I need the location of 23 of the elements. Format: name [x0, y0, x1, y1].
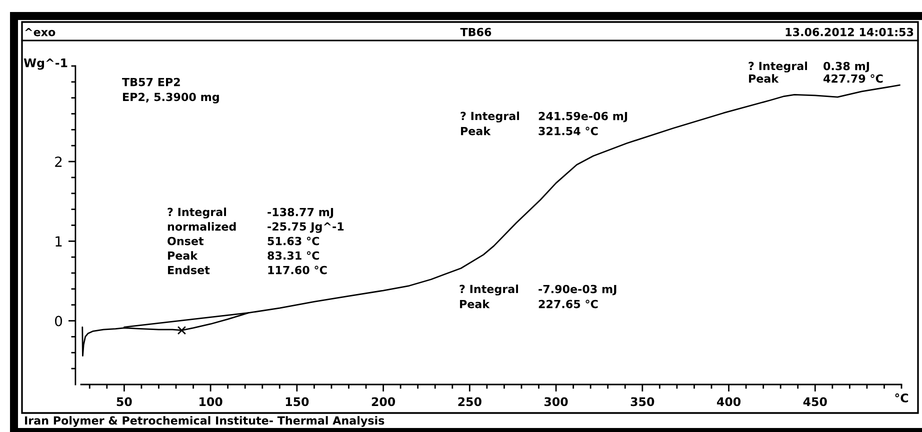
y-axis-title: Wg^-1 — [24, 58, 68, 70]
text: ? Integral -7.90e-03 mJ Peak 227.65 °C — [460, 284, 616, 308]
text: ? Integral 241.59e-06 mJ Peak 321.54 °C — [460, 112, 628, 136]
text: Iran Polymer & Petrochemical Institute- Thermal Analysis — [25, 416, 384, 427]
text: ^exo — [25, 28, 56, 36]
y-tick-label: 0 — [55, 316, 62, 326]
y-tick-label: 1 — [56, 236, 62, 246]
x-tick-label: 100 — [200, 397, 222, 406]
text: ? Integral 0.38 mJ Peak 427.79 °C — [748, 62, 883, 83]
x-tick-label: 150 — [286, 397, 309, 406]
chart-title: TB66 — [460, 28, 492, 36]
annotation: TB57 EP2 EP2, 5.3900 mg — [122, 78, 219, 104]
text: ? Integral -138.77 mJ normalized -25.75 Jg^-1 Onset 51.63 °C Peak 83.31 °C Endset 117.60 °C — [168, 208, 344, 274]
x-tick-label: 400 — [716, 397, 741, 406]
x-tick-label: 200 — [372, 397, 396, 406]
x-tick-label: 300 — [544, 397, 568, 406]
y-tick-label: 2 — [55, 156, 62, 167]
x-tick-label: 450 — [803, 397, 827, 406]
x-tick-label: 50 — [116, 397, 132, 406]
text: 13.06.2012 14:01:53 — [786, 28, 914, 36]
x-tick-label: 250 — [458, 397, 482, 406]
x-axis-title: °C — [895, 393, 908, 402]
x-tick-label: 350 — [630, 397, 654, 406]
